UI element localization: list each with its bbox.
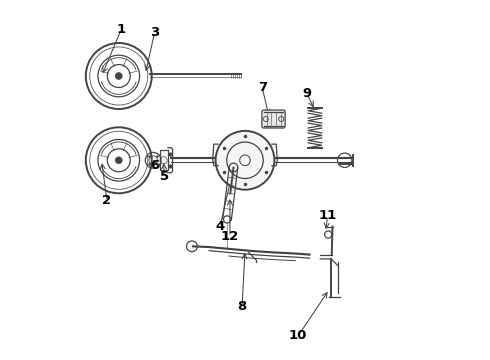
Text: 4: 4: [215, 220, 224, 233]
Text: 1: 1: [117, 23, 126, 36]
Text: 12: 12: [221, 230, 239, 243]
Text: 8: 8: [238, 300, 247, 313]
FancyBboxPatch shape: [262, 110, 285, 128]
Bar: [160, 150, 168, 170]
Text: 2: 2: [102, 194, 112, 207]
Text: 6: 6: [150, 159, 159, 172]
Text: 10: 10: [289, 329, 307, 342]
Circle shape: [216, 131, 274, 190]
Circle shape: [115, 73, 122, 80]
Text: 9: 9: [302, 87, 311, 100]
Text: 7: 7: [258, 81, 267, 94]
Text: 5: 5: [160, 170, 169, 183]
Text: 3: 3: [150, 26, 159, 39]
Text: 11: 11: [318, 210, 337, 222]
Circle shape: [115, 157, 122, 164]
